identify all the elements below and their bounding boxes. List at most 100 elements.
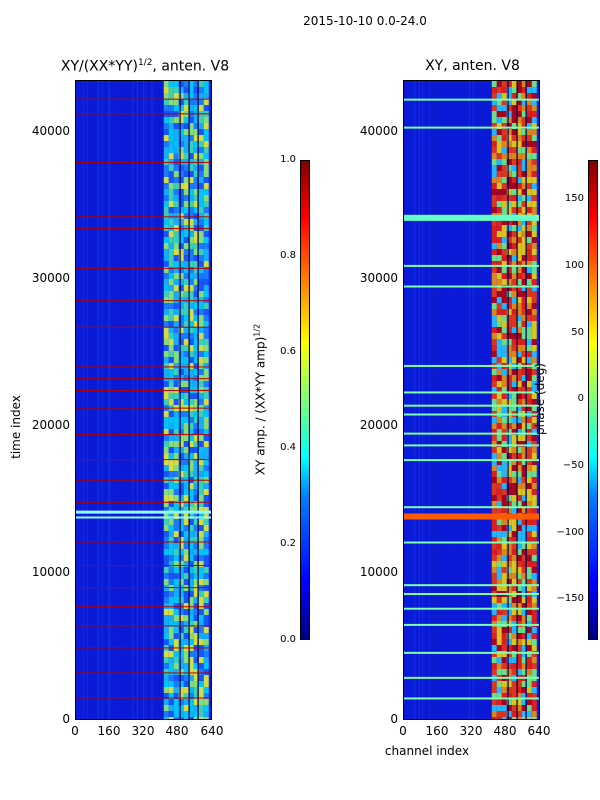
heatmap-cell (496, 297, 502, 303)
right-heatmap[interactable] (403, 80, 540, 720)
heatmap-cell (521, 153, 527, 159)
heatmap-cell (496, 405, 502, 411)
heatmap-cell (168, 495, 174, 501)
heatmap-cell (506, 381, 512, 387)
heatmap-cell (516, 477, 522, 483)
right-xtick-320: 320 (459, 724, 483, 738)
heatmap-cell (521, 423, 527, 429)
heatmap-cell (173, 627, 179, 633)
heatmap-cell (506, 135, 512, 141)
left-heatmap[interactable] (75, 80, 212, 720)
heatmap-cell (198, 261, 204, 267)
heatmap-cell (501, 597, 507, 603)
heatmap-cell (516, 717, 522, 719)
heatmap-cell (501, 447, 507, 453)
heatmap-cell (531, 81, 537, 87)
heatmap-cell (506, 111, 512, 117)
heatmap-cell (168, 483, 174, 489)
heatmap-cell (203, 675, 209, 681)
heatmap-channel-gap (507, 81, 509, 719)
heatmap-cell (183, 453, 189, 459)
heatmap-cell (183, 225, 189, 231)
heatmap-cell (188, 681, 194, 687)
heatmap-cell (168, 615, 174, 621)
heatmap-cell (203, 381, 209, 387)
heatmap-cell (203, 687, 209, 693)
heatmap-cell (516, 657, 522, 663)
heatmap-cell (168, 573, 174, 579)
heatmap-texture-stripe (136, 81, 138, 719)
heatmap-cell (531, 147, 537, 153)
heatmap-cell (173, 537, 179, 543)
heatmap-cell (516, 381, 522, 387)
heatmap-flag-row (76, 389, 211, 391)
heatmap-cell (203, 681, 209, 687)
heatmap-cell (168, 597, 174, 603)
heatmap-cell (526, 87, 532, 93)
heatmap-cell (193, 369, 199, 375)
heatmap-cell (198, 321, 204, 327)
heatmap-cell (506, 537, 512, 543)
heatmap-cell (203, 609, 209, 615)
heatmap-cell (178, 441, 184, 447)
heatmap-cell (178, 435, 184, 441)
heatmap-cell (188, 675, 194, 681)
heatmap-cell (163, 705, 169, 711)
heatmap-cell (511, 501, 517, 507)
heatmap-cell (193, 417, 199, 423)
heatmap-cell (526, 573, 532, 579)
heatmap-cell (168, 657, 174, 663)
heatmap-cell (183, 357, 189, 363)
heatmap-cell (491, 717, 497, 719)
heatmap-cell (521, 93, 527, 99)
heatmap-cell (496, 471, 502, 477)
heatmap-cell (501, 159, 507, 165)
heatmap-cell (203, 261, 209, 267)
heatmap-cell (168, 261, 174, 267)
heatmap-cell (526, 585, 532, 591)
heatmap-cell (178, 423, 184, 429)
heatmap-cell (526, 99, 532, 105)
heatmap-cell (193, 537, 199, 543)
heatmap-cell (506, 489, 512, 495)
heatmap-bright-row (404, 541, 539, 544)
heatmap-cell (173, 711, 179, 717)
heatmap-cell (511, 129, 517, 135)
heatmap-cell (521, 333, 527, 339)
heatmap-cell (163, 309, 169, 315)
heatmap-cell (183, 285, 189, 291)
heatmap-cell (178, 243, 184, 249)
heatmap-texture-stripe (538, 81, 539, 719)
heatmap-cell (168, 453, 174, 459)
heatmap-cell (193, 699, 199, 705)
heatmap-cell (203, 195, 209, 201)
heatmap-cell (496, 183, 502, 189)
heatmap-cell (183, 243, 189, 249)
heatmap-cell (526, 369, 532, 375)
heatmap-cell (198, 135, 204, 141)
heatmap-cell (198, 507, 204, 513)
heatmap-cell (203, 303, 209, 309)
heatmap-cell (193, 513, 199, 519)
heatmap-bright-row (404, 285, 539, 288)
heatmap-cell (183, 639, 189, 645)
heatmap-cell (198, 687, 204, 693)
heatmap-cell (496, 393, 502, 399)
heatmap-cell (531, 531, 537, 537)
heatmap-cell (168, 219, 174, 225)
heatmap-cell (183, 117, 189, 123)
heatmap-cell (173, 615, 179, 621)
heatmap-cell (521, 609, 527, 615)
heatmap-cell (496, 165, 502, 171)
heatmap-cell (491, 423, 497, 429)
heatmap-cell (188, 513, 194, 519)
heatmap-cell (526, 399, 532, 405)
heatmap-cell (198, 441, 204, 447)
heatmap-cell (198, 183, 204, 189)
heatmap-cell (511, 681, 517, 687)
heatmap-cell (183, 681, 189, 687)
heatmap-cell (521, 135, 527, 141)
heatmap-cell (183, 261, 189, 267)
heatmap-cell (173, 309, 179, 315)
heatmap-cell (506, 687, 512, 693)
